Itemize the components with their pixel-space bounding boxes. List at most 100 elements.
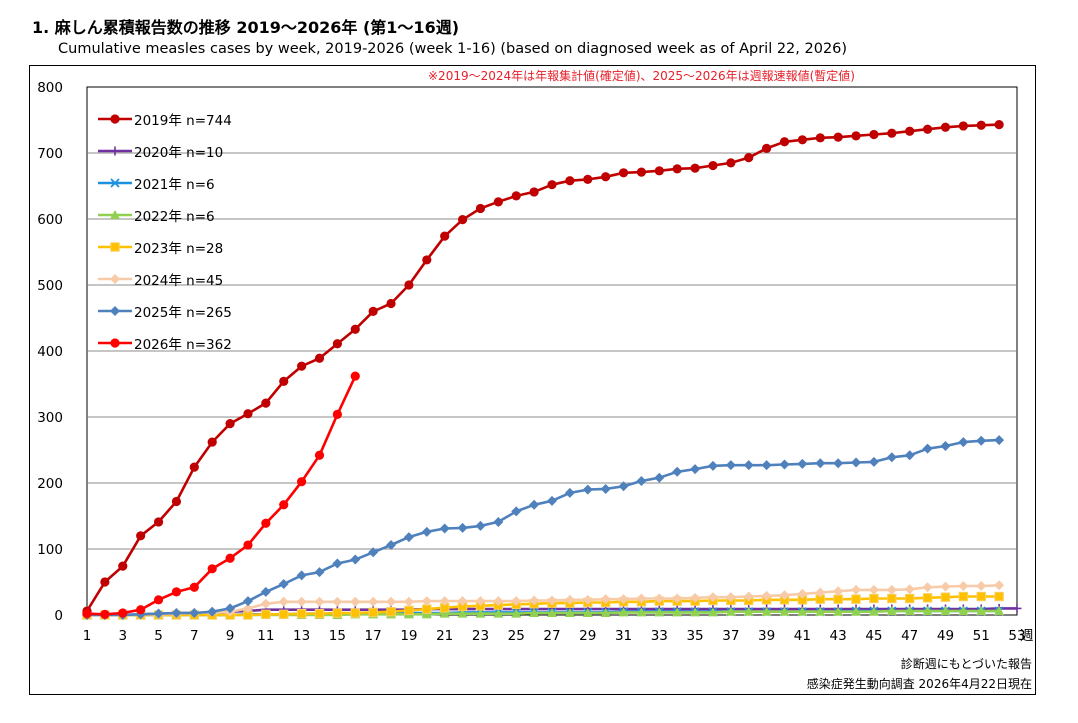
data-source-note: ※2019～2024年は年報集計値(確定値)、2025～2026年は週報速報値(… <box>428 69 855 83</box>
data-point <box>225 419 235 429</box>
data-point <box>279 500 289 510</box>
data-point <box>511 608 522 618</box>
data-point <box>958 580 969 591</box>
data-point <box>725 460 736 471</box>
data-point <box>958 437 969 448</box>
data-point <box>493 608 504 618</box>
data-point <box>672 466 683 477</box>
data-point <box>475 520 486 531</box>
data-point <box>261 518 271 528</box>
data-point <box>404 280 414 290</box>
data-point <box>744 153 754 163</box>
data-point <box>189 462 199 472</box>
data-point <box>815 587 826 598</box>
legend-item: 2026年 n=362 <box>98 327 232 359</box>
data-point <box>565 176 575 186</box>
x-tick-label: 3 <box>118 628 127 644</box>
data-point <box>994 591 1004 602</box>
data-point <box>314 596 325 607</box>
data-point <box>815 133 825 143</box>
data-point <box>833 132 843 142</box>
data-point <box>600 594 611 605</box>
footer-basis: 診断週にもとづいた報告 <box>900 657 1032 671</box>
legend-label: 2026年 n=362 <box>134 337 232 353</box>
data-point <box>171 608 182 619</box>
data-point <box>887 593 897 604</box>
data-point <box>368 547 379 558</box>
data-point <box>403 596 414 607</box>
x-tick-label: 47 <box>901 628 918 644</box>
data-point <box>332 558 343 569</box>
y-tick-label: 0 <box>54 608 63 624</box>
data-point <box>690 607 701 617</box>
data-point <box>242 596 253 607</box>
legend-swatch <box>98 306 132 316</box>
data-point <box>582 608 593 618</box>
data-point <box>976 606 987 616</box>
legend-item: 2020年 n=10 <box>98 135 232 167</box>
data-point <box>475 596 486 607</box>
data-point <box>922 606 933 616</box>
legend-marker <box>110 274 120 284</box>
legend-label: 2019年 n=744 <box>134 113 232 129</box>
data-point <box>672 607 683 617</box>
data-point <box>868 584 879 595</box>
data-point <box>386 607 396 617</box>
footer-survey: 感染症発生動向調査 2026年4月22日現在 <box>806 677 1032 691</box>
legend-swatch <box>98 210 132 219</box>
x-tick-label: 51 <box>973 628 990 644</box>
data-point <box>529 595 540 606</box>
data-point <box>904 584 915 595</box>
legend-swatch <box>98 338 132 348</box>
data-point <box>761 590 772 601</box>
data-point <box>976 435 987 446</box>
data-point <box>815 458 826 469</box>
y-tick-label: 200 <box>37 476 63 492</box>
data-point <box>207 606 218 617</box>
series-line <box>86 375 357 616</box>
data-point <box>153 517 164 527</box>
data-point <box>386 596 397 607</box>
data-point <box>511 191 521 201</box>
data-point <box>350 596 361 607</box>
data-point <box>421 526 432 537</box>
data-point <box>636 476 647 487</box>
data-point <box>922 124 933 134</box>
data-point <box>725 606 736 616</box>
legend-label: 2024年 n=45 <box>134 273 224 289</box>
series-line <box>87 595 1000 617</box>
data-point <box>564 487 575 498</box>
x-tick-label: 9 <box>226 628 235 644</box>
data-point <box>314 567 325 578</box>
x-tick-label: 21 <box>436 628 453 644</box>
y-tick-label: 500 <box>37 278 63 294</box>
data-point <box>994 580 1005 591</box>
data-point <box>332 409 342 419</box>
data-point <box>690 592 701 603</box>
data-point <box>690 464 701 475</box>
series-7 <box>82 435 1005 620</box>
x-tick-label: 35 <box>686 628 703 644</box>
data-point <box>529 187 539 197</box>
data-point <box>475 203 486 214</box>
legend-marker <box>110 146 120 156</box>
series-8 <box>82 371 360 619</box>
data-point <box>82 609 92 619</box>
data-point <box>904 593 915 604</box>
series-line <box>87 584 1000 617</box>
x-tick-label: 5 <box>154 628 163 644</box>
y-tick-label: 800 <box>37 80 63 96</box>
data-point <box>529 499 540 510</box>
data-point <box>940 592 951 602</box>
data-point <box>868 456 879 467</box>
data-point <box>511 596 522 607</box>
data-point <box>332 596 343 607</box>
data-point <box>797 458 808 469</box>
data-point <box>833 606 844 616</box>
data-point <box>940 441 951 452</box>
data-point <box>582 484 593 495</box>
x-tick-label: 43 <box>830 628 847 644</box>
data-point <box>547 495 557 506</box>
data-point <box>475 608 486 618</box>
data-point <box>582 594 593 605</box>
